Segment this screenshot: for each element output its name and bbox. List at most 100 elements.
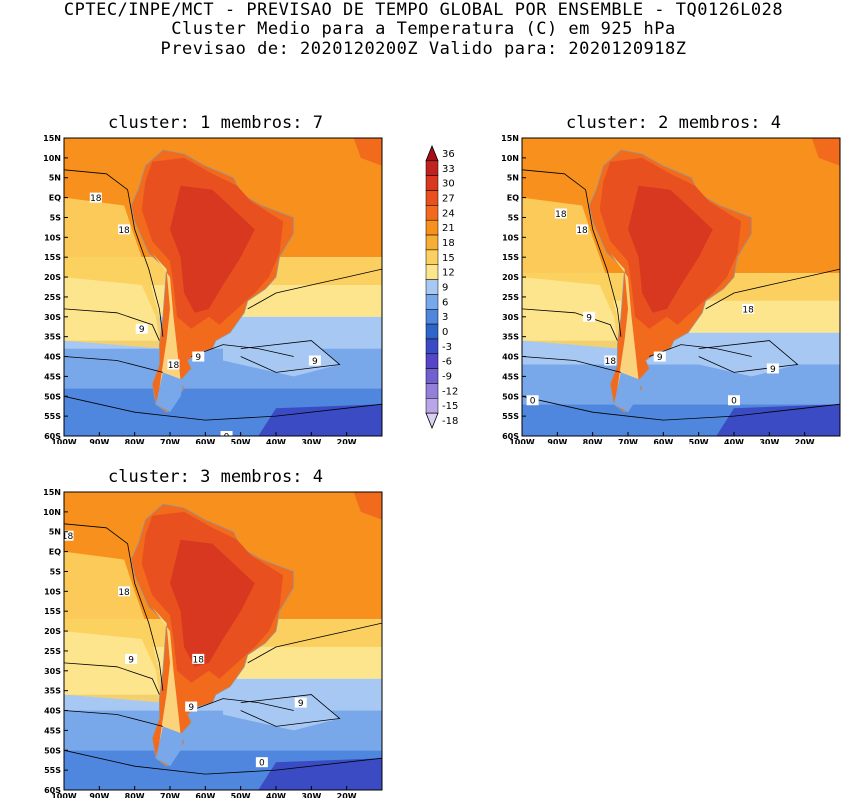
- contour-label-box: [192, 351, 205, 362]
- lat-tick-label: 20S: [44, 627, 61, 636]
- colorbar-label: 9: [442, 283, 448, 294]
- contour-label: 0: [530, 397, 536, 407]
- colorbar-swatch: [425, 160, 439, 176]
- contour-label-box: [135, 323, 148, 334]
- contour-label: 9: [770, 365, 776, 375]
- contour-label: 18: [118, 588, 130, 598]
- colorbar-swatch: [425, 190, 439, 206]
- colorbar-swatch: [425, 144, 439, 162]
- lat-tick-label: EQ: [507, 194, 519, 203]
- lat-tick-label: 60S: [44, 786, 61, 795]
- lat-tick-label: 20S: [44, 273, 61, 282]
- colorbar-label: 15: [442, 253, 455, 264]
- colorbar-swatch: [425, 264, 439, 280]
- warm-ocean-patch: [811, 138, 840, 166]
- cold-ocean-patch: [716, 404, 840, 436]
- contour-label-box: [728, 395, 740, 406]
- isotherm-contour: [191, 344, 294, 357]
- lat-tick-label: 30S: [502, 313, 519, 322]
- andes-region: [610, 253, 639, 405]
- isotherm-contour: [698, 340, 799, 373]
- colorbar-label: -18: [442, 416, 458, 427]
- contour-label: 18: [576, 226, 588, 236]
- contour-label-box: [125, 653, 138, 664]
- contour-label-box: [653, 351, 666, 362]
- isotherm-contour: [64, 356, 164, 373]
- lon-tick-label: 30W: [301, 792, 321, 798]
- hottest-interior-region: [170, 539, 255, 667]
- contour-label: 9: [657, 353, 663, 363]
- colorbar-swatch: [425, 294, 439, 310]
- lat-tick-label: 35S: [44, 333, 61, 342]
- contour-label-box: [742, 303, 755, 314]
- contour-label-box: [526, 395, 539, 406]
- warm-ocean-patch: [353, 138, 382, 166]
- hottest-interior-region: [628, 185, 713, 313]
- header-title-line1: CPTEC/INPE/MCT - PREVISAO DE TEMPO GLOBA…: [63, 0, 784, 20]
- lat-tick-label: 50S: [44, 392, 61, 401]
- lon-tick-label: 70W: [160, 438, 180, 444]
- lon-tick-label: 50W: [689, 438, 709, 444]
- lat-tick-label: 15N: [43, 134, 61, 143]
- lon-tick-label: 40W: [724, 438, 744, 444]
- cool-ocean-region: [64, 631, 160, 695]
- lat-tick-label: 25S: [502, 293, 519, 302]
- lon-tick-label: 90W: [89, 438, 109, 444]
- contour-label: 18: [193, 655, 205, 665]
- colorbar-label: 18: [442, 238, 455, 249]
- lat-tick-label: 30S: [44, 667, 61, 676]
- contour-label-box: [583, 311, 596, 322]
- lat-tick-label: 45S: [44, 372, 61, 381]
- lat-tick-label: 20S: [502, 273, 519, 282]
- isotherm-contour: [240, 694, 341, 727]
- colorbar-label: 27: [442, 193, 455, 204]
- patagonia-region: [155, 726, 185, 767]
- lat-tick-label: 15S: [502, 253, 519, 262]
- contour-label: 9: [312, 357, 318, 367]
- contour-label: 18: [168, 361, 180, 371]
- panel-2-title: cluster: 2 membros: 4: [566, 113, 781, 133]
- panel-3-title: cluster: 3 membros: 4: [108, 467, 323, 487]
- colorbar-label: 3: [442, 312, 448, 323]
- lat-tick-label: 55S: [502, 412, 519, 421]
- hottest-interior-region: [170, 185, 255, 313]
- colorbar-swatch: [425, 234, 439, 251]
- colorbar-label: -6: [442, 357, 452, 368]
- colorbar-label: 36: [442, 149, 455, 160]
- contour-label-box: [167, 359, 180, 370]
- colorbar-label: -15: [442, 401, 458, 412]
- lon-tick-label: 80W: [125, 438, 145, 444]
- colorbar-label: 0: [442, 327, 448, 338]
- lon-tick-label: 80W: [583, 438, 603, 444]
- colorbar-swatch: [425, 368, 439, 384]
- lon-tick-label: 90W: [89, 792, 109, 798]
- lon-tick-label: 50W: [231, 792, 251, 798]
- map-frame: [63, 491, 383, 791]
- colorbar-label: 33: [442, 164, 455, 175]
- lat-tick-label: 5S: [50, 213, 62, 222]
- contour-label: 0: [731, 397, 737, 407]
- isotherm-contour: [247, 268, 382, 310]
- contour-label: 9: [298, 699, 304, 709]
- colorbar-swatch: [425, 412, 439, 430]
- lon-tick-label: 60W: [195, 438, 215, 444]
- header-title-line3: Previsao de: 2020120200Z Valido para: 20…: [160, 39, 687, 59]
- contour-label: 0: [259, 759, 265, 769]
- colorbar-label: 12: [442, 268, 455, 279]
- cool-ocean-region: [522, 277, 618, 341]
- lon-tick-label: 60W: [195, 792, 215, 798]
- lat-tick-label: EQ: [49, 194, 61, 203]
- isotherm-contour: [64, 710, 164, 727]
- contour-label: 0: [224, 433, 230, 443]
- lat-tick-label: 10N: [43, 508, 61, 517]
- lat-tick-label: 15N: [501, 134, 519, 143]
- contour-label-box: [554, 208, 567, 219]
- lat-tick-label: 5N: [507, 174, 519, 183]
- contour-label-box: [576, 224, 589, 235]
- lon-tick-label: 40W: [266, 438, 286, 444]
- colorbar-swatch: [425, 249, 439, 265]
- contour-label-box: [89, 192, 102, 203]
- lat-tick-label: 35S: [502, 333, 519, 342]
- lat-tick-label: 25S: [44, 293, 61, 302]
